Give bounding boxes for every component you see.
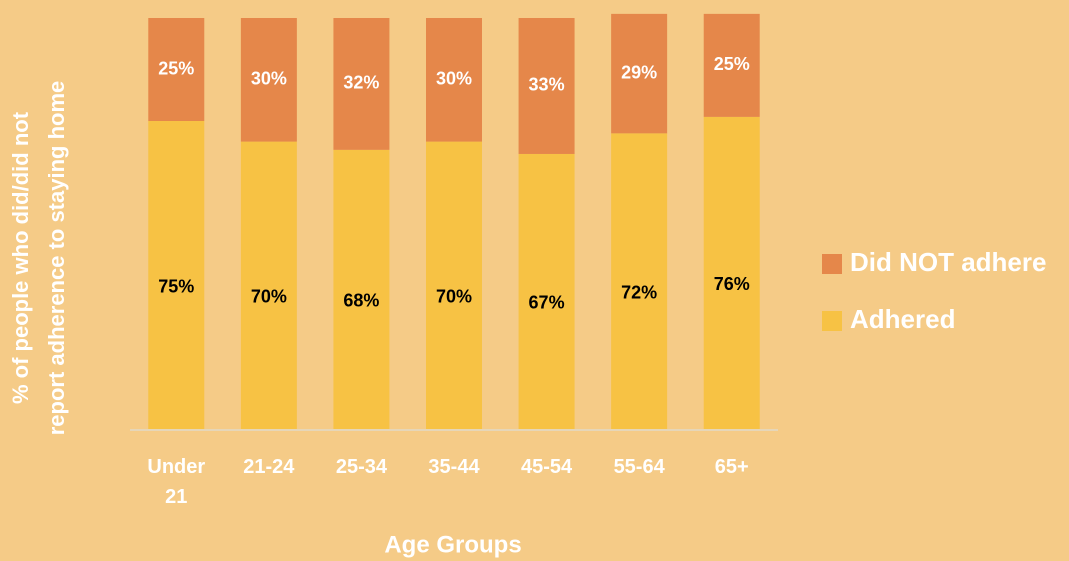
- data-label: 25%: [158, 58, 194, 78]
- legend-swatch: [822, 311, 842, 331]
- x-tick-label: 21-24: [243, 456, 295, 478]
- bar-segment: [148, 121, 205, 430]
- bar-segment: [611, 13, 668, 134]
- bar-segment: [333, 149, 390, 430]
- bar-segment: [518, 18, 575, 154]
- bar-segment: [240, 18, 297, 142]
- data-label: 67%: [529, 293, 565, 313]
- bar-segment: [703, 13, 760, 117]
- legend-label: Adhered: [850, 304, 955, 334]
- bar-segment: [240, 141, 297, 430]
- x-tick-label: 25-34: [335, 456, 387, 478]
- x-tick-label: 65+: [714, 456, 749, 478]
- bar-segment: [703, 116, 760, 430]
- data-label: 68%: [343, 291, 379, 311]
- data-label: 70%: [251, 287, 287, 307]
- data-label: 72%: [621, 282, 657, 302]
- y-axis-title: % of people who did/did not: [8, 111, 33, 404]
- data-label: 75%: [158, 276, 194, 296]
- bar-segment: [426, 141, 482, 430]
- data-label: 30%: [251, 69, 287, 89]
- y-axis-title: report adherence to staying home: [44, 81, 69, 436]
- bar-segment: [333, 18, 390, 150]
- data-label: 30%: [436, 69, 472, 89]
- legend-swatch: [822, 254, 842, 274]
- data-label: 32%: [343, 73, 379, 93]
- legend-label: Did NOT adhere: [850, 247, 1046, 277]
- x-axis-title: Age Groups: [384, 531, 521, 558]
- data-label: 33%: [529, 75, 565, 95]
- bar-segment: [611, 133, 668, 431]
- x-tick-label: 55-64: [613, 456, 665, 478]
- data-label: 76%: [714, 274, 750, 294]
- x-tick-label: 35-44: [428, 456, 480, 478]
- data-label: 70%: [436, 287, 472, 307]
- data-label: 29%: [621, 62, 657, 82]
- x-tick-label: 45-54: [520, 456, 573, 478]
- bar-segment: [148, 18, 205, 121]
- data-label: 25%: [714, 54, 750, 74]
- x-tick-label: Under 21: [147, 456, 206, 508]
- bar-segment: [426, 18, 482, 142]
- bar-segment: [518, 153, 575, 430]
